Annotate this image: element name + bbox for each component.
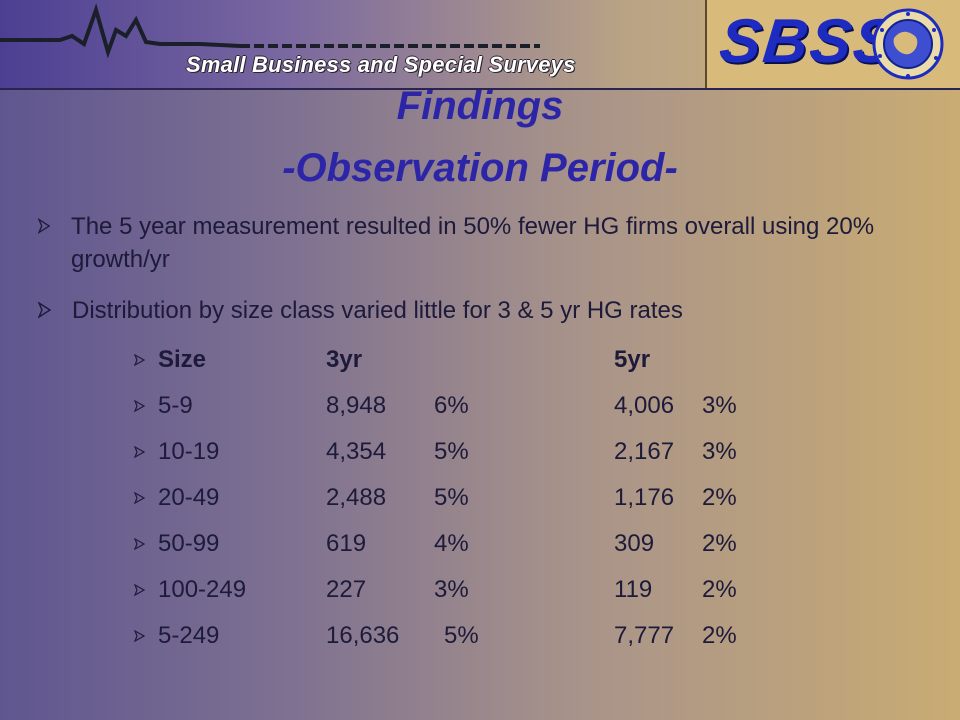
- slide-title: Findings: [396, 84, 564, 128]
- count-3yr-cell: 16,636: [326, 622, 400, 649]
- bullet-text: Distribution by size class varied little…: [72, 297, 683, 324]
- percent-5yr-cell: 3%: [702, 438, 737, 465]
- percent-5yr-cell: 2%: [702, 622, 737, 649]
- percent-3yr-cell: 5%: [434, 438, 469, 465]
- globe-emblem-icon: [872, 8, 944, 80]
- size-cell: 5-249: [158, 622, 220, 649]
- column-header-3yr: 3yr: [326, 346, 363, 373]
- heartbeat-line-icon: [0, 3, 540, 59]
- arrow-bullet-icon: [134, 400, 146, 412]
- banner-subtitle: Small Business and Special Surveys: [186, 52, 576, 77]
- arrow-bullet-icon: [134, 538, 146, 550]
- bullet-item: The 5 year measurement resulted in 50% f…: [38, 210, 918, 276]
- arrow-bullet-icon: [134, 492, 146, 504]
- arrow-bullet-icon: [38, 302, 52, 318]
- count-3yr-cell: 8,948: [326, 392, 387, 419]
- size-cell: 100-249: [158, 576, 247, 603]
- percent-3yr-cell: 4%: [434, 530, 469, 557]
- count-5yr-cell: 1,176: [614, 484, 675, 511]
- percent-5yr-cell: 3%: [702, 392, 737, 419]
- column-header-5yr: 5yr: [614, 346, 651, 373]
- header-banner: Small Business and Special Surveys SBSS: [0, 0, 960, 90]
- slide-subtitle: -Observation Period-: [282, 146, 678, 190]
- count-3yr-cell: 619: [326, 530, 367, 557]
- size-cell: 50-99: [158, 530, 220, 557]
- size-cell: 5-9: [158, 392, 193, 419]
- count-3yr-cell: 227: [326, 576, 367, 603]
- percent-5yr-cell: 2%: [702, 484, 737, 511]
- arrow-bullet-icon: [134, 630, 146, 642]
- count-5yr-cell: 309: [614, 530, 655, 557]
- percent-3yr-cell: 5%: [434, 484, 469, 511]
- arrow-bullet-icon: [134, 446, 146, 458]
- bullet-item: Distribution by size class varied little…: [38, 294, 938, 327]
- arrow-bullet-icon: [38, 218, 51, 234]
- count-5yr-cell: 4,006: [614, 392, 675, 419]
- count-5yr-cell: 7,777: [614, 622, 675, 649]
- percent-5yr-cell: 2%: [702, 576, 737, 603]
- count-5yr-cell: 119: [614, 576, 653, 603]
- count-3yr-cell: 2,488: [326, 484, 387, 511]
- count-5yr-cell: 2,167: [614, 438, 675, 465]
- percent-3yr-cell: 3%: [434, 576, 469, 603]
- count-3yr-cell: 4,354: [326, 438, 387, 465]
- size-cell: 20-49: [158, 484, 220, 511]
- size-cell: 10-19: [158, 438, 220, 465]
- percent-3yr-cell: 5%: [444, 622, 479, 649]
- percent-3yr-cell: 6%: [434, 392, 469, 419]
- bullet-text: The 5 year measurement resulted in 50% f…: [71, 213, 875, 273]
- column-header-size: Size: [158, 346, 207, 373]
- percent-5yr-cell: 2%: [702, 530, 737, 557]
- arrow-bullet-icon: [134, 584, 146, 596]
- arrow-bullet-icon: [134, 354, 146, 366]
